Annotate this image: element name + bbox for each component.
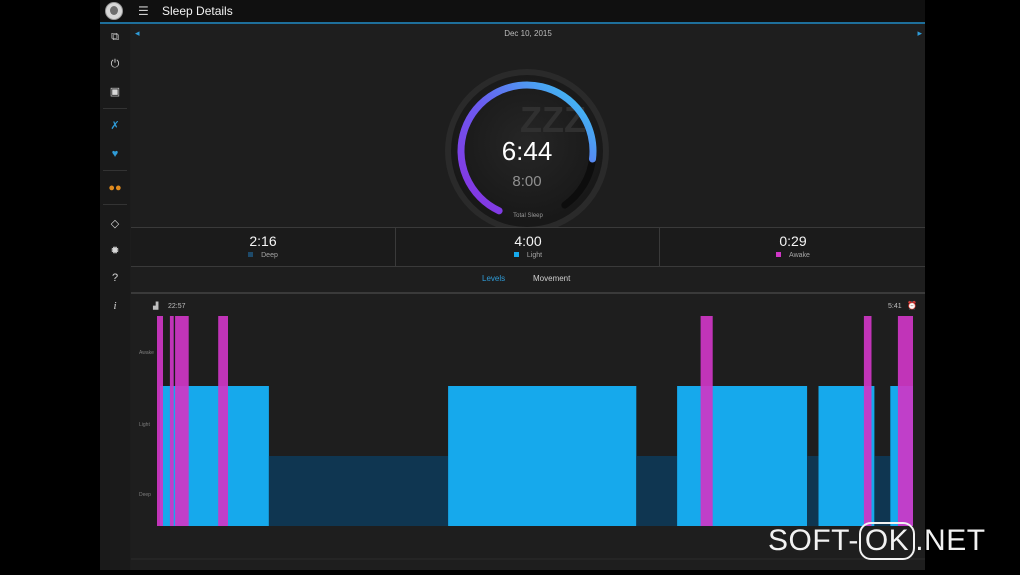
deep-label-text: Deep xyxy=(261,252,278,259)
stat-awake-value: 0:29 xyxy=(779,233,807,249)
start-time-marker: ▟ 22:57 xyxy=(152,301,186,310)
deep-sleep-bar xyxy=(268,456,449,526)
stat-awake: 0:29 Awake xyxy=(659,228,926,266)
watermark-right: .NET xyxy=(915,524,986,557)
sleep-ring-graphic: ZZZ 6:44 8:00 xyxy=(445,69,609,233)
app-window: ☰ Sleep Details ⧉ ⏻ ▣ ✗ ♥ ●● ◇ ✹ ? i ◂ D… xyxy=(100,0,925,570)
start-time-label: 22:57 xyxy=(168,303,186,310)
heart-icon[interactable]: ♥ xyxy=(111,148,119,160)
alarm-clock-icon: ⏰ xyxy=(907,300,917,310)
sleep-ring: ZZZ 6:44 8:00 xyxy=(444,68,610,234)
stat-deep-value: 2:16 xyxy=(249,233,277,249)
bed-icon: ▟ xyxy=(152,301,159,310)
awake-bar xyxy=(157,316,163,526)
stat-awake-label: Awake xyxy=(660,252,926,259)
awake-bar xyxy=(863,316,872,526)
awake-bar xyxy=(169,316,174,526)
sidebar: ⧉ ⏻ ▣ ✗ ♥ ●● ◇ ✹ ? i xyxy=(100,24,130,570)
y-label-awake: Awake xyxy=(139,350,154,356)
end-time-marker: 5:41 ⏰ xyxy=(888,300,917,310)
sleep-levels-chart: ▟ 22:57 5:41 ⏰ Awake Light Deep xyxy=(131,296,925,570)
activity-icon[interactable]: ✗ xyxy=(110,120,120,132)
deep-swatch xyxy=(248,252,254,257)
y-label-deep: Deep xyxy=(139,492,151,498)
y-label-light: Light xyxy=(139,422,150,428)
sleep-progress-arc xyxy=(457,81,597,215)
info-icon[interactable]: i xyxy=(113,300,117,312)
page-title: Sleep Details xyxy=(162,4,233,18)
sidebar-divider xyxy=(103,204,127,205)
awake-label-text: Awake xyxy=(789,252,810,259)
stat-light-value: 4:00 xyxy=(514,233,542,249)
watch-icon[interactable]: ◇ xyxy=(110,218,120,230)
stat-light-label: Light xyxy=(396,252,660,259)
light-sleep-bar xyxy=(448,386,637,526)
stat-light: 4:00 Light xyxy=(395,228,660,266)
awake-bar xyxy=(218,316,228,526)
deep-sleep-bar xyxy=(807,456,819,526)
sidebar-divider xyxy=(103,108,127,109)
stat-deep: 2:16 Deep xyxy=(131,228,395,266)
total-sleep-value: 6:44 xyxy=(502,136,553,166)
tab-movement[interactable]: Movement xyxy=(533,274,571,283)
watermark-box: OK xyxy=(858,522,916,560)
sleep-levels-svg: ▟ 22:57 5:41 ⏰ Awake Light Deep xyxy=(131,300,925,560)
watermark: SOFT- OK .NET xyxy=(768,522,986,566)
chart-tabs: Levels Movement xyxy=(131,270,925,292)
previous-day-icon[interactable]: ◂ xyxy=(135,28,140,38)
awake-bar xyxy=(700,316,713,526)
tabs-divider xyxy=(131,292,925,294)
awake-swatch xyxy=(776,252,782,257)
deep-sleep-bar xyxy=(636,456,678,526)
awake-bar xyxy=(175,316,189,526)
watermark-left: SOFT- xyxy=(768,524,859,557)
sidebar-divider xyxy=(103,170,127,171)
deep-sleep-bar xyxy=(874,456,891,526)
title-bar: ☰ Sleep Details xyxy=(100,0,925,24)
tab-levels[interactable]: Levels xyxy=(482,274,506,283)
hamburger-menu-icon[interactable]: ☰ xyxy=(138,4,149,18)
help-icon[interactable]: ? xyxy=(111,272,119,284)
people-icon[interactable]: ●● xyxy=(108,182,122,194)
sleep-stats-row: 2:16 Deep 4:00 Light 0:29 Awake xyxy=(131,227,925,267)
end-time-label: 5:41 xyxy=(888,303,902,310)
main-content: ◂ Dec 10, 2015 ▸ ZZZ xyxy=(131,24,925,570)
power-icon[interactable]: ⏻ xyxy=(110,58,120,70)
light-swatch xyxy=(513,252,519,257)
date-label: Dec 10, 2015 xyxy=(504,29,552,38)
copy-icon[interactable]: ⧉ xyxy=(111,31,119,43)
sleep-goal-value: 8:00 xyxy=(512,173,541,190)
stat-deep-label: Deep xyxy=(131,252,395,259)
gear-icon[interactable]: ✹ xyxy=(110,245,120,257)
light-label-text: Light xyxy=(526,252,543,259)
awake-bar xyxy=(897,316,913,526)
light-sleep-bar xyxy=(677,386,808,526)
avatar[interactable] xyxy=(105,2,123,20)
total-sleep-label: Total Sleep xyxy=(513,213,543,219)
inbox-icon[interactable]: ▣ xyxy=(109,86,121,98)
next-day-icon[interactable]: ▸ xyxy=(917,28,922,38)
